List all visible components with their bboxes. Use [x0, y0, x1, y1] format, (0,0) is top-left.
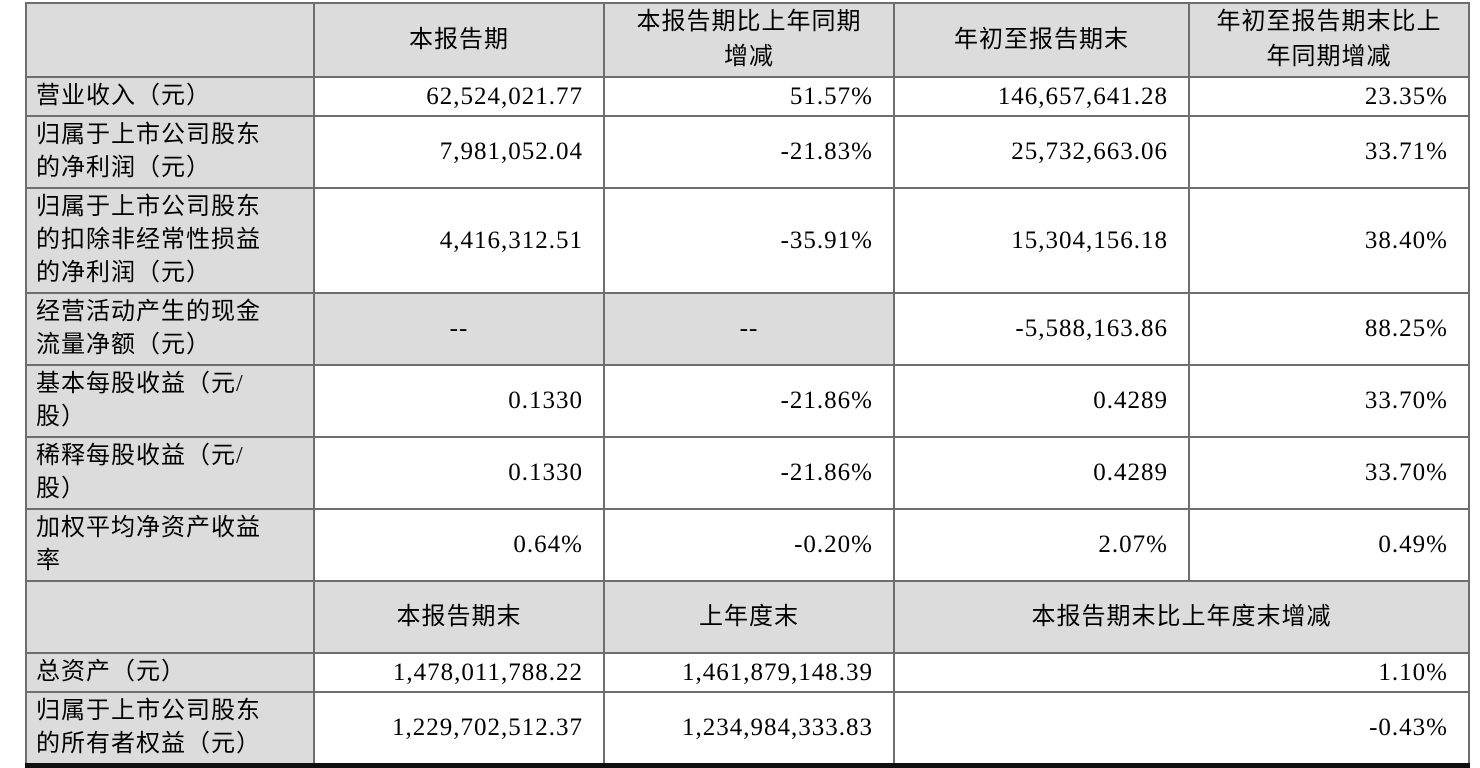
cell-value: -21.86% [603, 436, 895, 510]
cell-value: 0.4289 [893, 436, 1190, 510]
cell-value: -21.83% [603, 115, 895, 189]
cell-value: 146,657,641.28 [893, 76, 1190, 117]
cell-value: -21.86% [603, 364, 895, 438]
cell-value: 0.64% [313, 508, 605, 582]
cell-value: 23.35% [1188, 76, 1470, 117]
row-basic-eps: 基本每股收益（元/ 股） 0.1330 -21.86% 0.4289 33.70… [25, 364, 1470, 438]
row-label: 经营活动产生的现金 流量净额（元） [25, 292, 315, 366]
row-net-profit: 归属于上市公司股东 的净利润（元） 7,981,052.04 -21.83% 2… [25, 115, 1470, 189]
header-ytd: 年初至报告期末 [893, 2, 1190, 78]
header-yoy-change: 本报告期比上年同期 增减 [603, 2, 895, 78]
cell-value: 1,478,011,788.22 [313, 652, 605, 693]
row-operating-revenue: 营业收入（元） 62,524,021.77 51.57% 146,657,641… [25, 76, 1470, 117]
cell-value: 2.07% [893, 508, 1190, 582]
cell-value: 1,234,984,333.83 [603, 691, 895, 767]
cell-value: 0.4289 [893, 364, 1190, 438]
cell-value: 0.49% [1188, 508, 1470, 582]
cell-value: 33.70% [1188, 364, 1470, 438]
header-end-of-last-year: 上年度末 [603, 580, 895, 654]
row-label: 基本每股收益（元/ 股） [25, 364, 315, 438]
cell-value: 0.1330 [313, 436, 605, 510]
cell-value: 62,524,021.77 [313, 76, 605, 117]
cell-not-applicable: -- [603, 292, 895, 366]
corner-blank-cell [25, 580, 315, 654]
cell-value: 51.57% [603, 76, 895, 117]
header-current-period: 本报告期 [313, 2, 605, 78]
row-weighted-avg-roe: 加权平均净资产收益 率 0.64% -0.20% 2.07% 0.49% [25, 508, 1470, 582]
section2-header-row: 本报告期末 上年度末 本报告期末比上年度末增减 [25, 580, 1470, 654]
financial-summary-table: 本报告期 本报告期比上年同期 增减 年初至报告期末 年初至报告期末比上 年同期增… [25, 2, 1470, 768]
cell-value: 38.40% [1188, 187, 1470, 294]
cell-value: 1,229,702,512.37 [313, 691, 605, 767]
cell-value: 15,304,156.18 [893, 187, 1190, 294]
row-label: 归属于上市公司股东 的净利润（元） [25, 115, 315, 189]
cell-value: 7,981,052.04 [313, 115, 605, 189]
cell-value: 1,461,879,148.39 [603, 652, 895, 693]
cell-value: 88.25% [1188, 292, 1470, 366]
cell-value: 33.71% [1188, 115, 1470, 189]
cell-value: 4,416,312.51 [313, 187, 605, 294]
cell-not-applicable: -- [313, 292, 605, 366]
cell-value: 33.70% [1188, 436, 1470, 510]
row-label: 营业收入（元） [25, 76, 315, 117]
row-label: 归属于上市公司股东 的所有者权益（元） [25, 691, 315, 767]
row-label: 归属于上市公司股东 的扣除非经常性损益 的净利润（元） [25, 187, 315, 294]
row-equity-attributable-to-shareholders: 归属于上市公司股东 的所有者权益（元） 1,229,702,512.37 1,2… [25, 691, 1470, 767]
cell-value: -35.91% [603, 187, 895, 294]
row-label: 加权平均净资产收益 率 [25, 508, 315, 582]
header-period-vs-lastyear-change: 本报告期末比上年度末增减 [893, 580, 1470, 654]
header-end-of-period: 本报告期末 [313, 580, 605, 654]
row-label: 稀释每股收益（元/ 股） [25, 436, 315, 510]
row-operating-cash-flow: 经营活动产生的现金 流量净额（元） -- -- -5,588,163.86 88… [25, 292, 1470, 366]
row-total-assets: 总资产（元） 1,478,011,788.22 1,461,879,148.39… [25, 652, 1470, 693]
cell-value: 1.10% [893, 652, 1470, 693]
cell-value: 0.1330 [313, 364, 605, 438]
cell-value: -0.20% [603, 508, 895, 582]
cell-value: -0.43% [893, 691, 1470, 767]
corner-blank-cell [25, 2, 315, 78]
row-diluted-eps: 稀释每股收益（元/ 股） 0.1330 -21.86% 0.4289 33.70… [25, 436, 1470, 510]
header-ytd-yoy-change: 年初至报告期末比上 年同期增减 [1188, 2, 1470, 78]
cell-value: -5,588,163.86 [893, 292, 1190, 366]
row-net-profit-excl-nonrecurring: 归属于上市公司股东 的扣除非经常性损益 的净利润（元） 4,416,312.51… [25, 187, 1470, 294]
section1-header-row: 本报告期 本报告期比上年同期 增减 年初至报告期末 年初至报告期末比上 年同期增… [25, 2, 1470, 78]
row-label: 总资产（元） [25, 652, 315, 693]
cell-value: 25,732,663.06 [893, 115, 1190, 189]
